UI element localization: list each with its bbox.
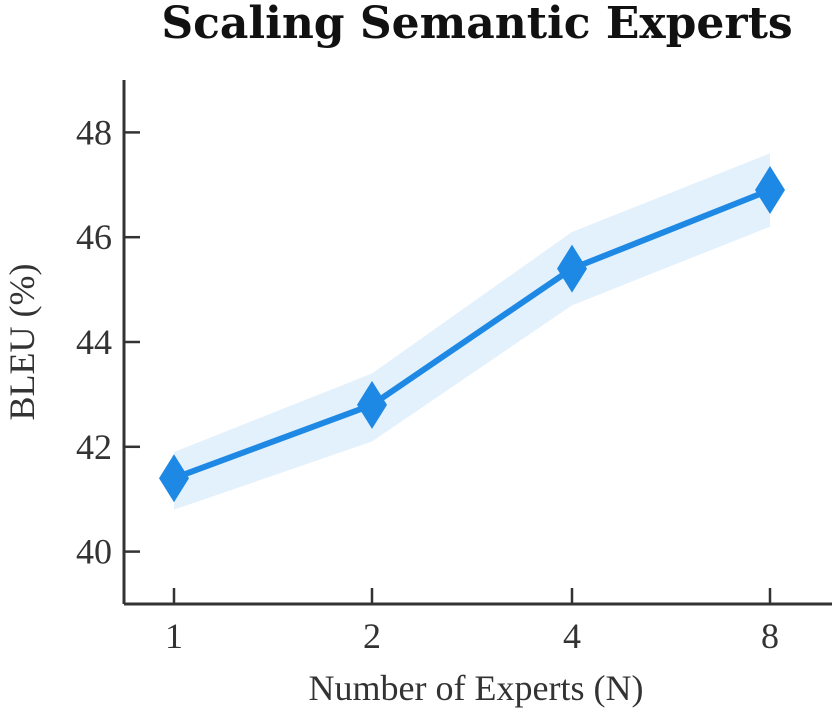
x-tick-label: 4: [563, 616, 581, 656]
plot-area: [159, 153, 785, 510]
data-point-marker: [159, 454, 189, 503]
x-tick-label: 2: [363, 616, 381, 656]
y-tick-label: 44: [76, 322, 112, 362]
y-axis-ticks: 40 42 44 46 48: [76, 112, 140, 572]
data-point-marker: [755, 166, 785, 215]
x-axis-label: Number of Experts (N): [309, 668, 644, 708]
y-tick-label: 40: [76, 532, 112, 572]
x-tick-label: 1: [165, 616, 183, 656]
y-tick-label: 46: [76, 217, 112, 257]
chart-title: Scaling Semantic Experts: [161, 0, 792, 49]
confidence-band: [174, 153, 770, 510]
series-markers: [159, 166, 785, 503]
data-point-marker: [557, 244, 587, 293]
x-axis-ticks: 1 2 4 8: [165, 588, 779, 656]
y-tick-label: 48: [76, 112, 112, 152]
x-tick-label: 8: [761, 616, 779, 656]
y-axis-label: BLEU (%): [2, 264, 42, 421]
data-point-marker: [357, 380, 387, 429]
y-tick-label: 42: [76, 427, 112, 467]
series-line: [171, 187, 773, 482]
